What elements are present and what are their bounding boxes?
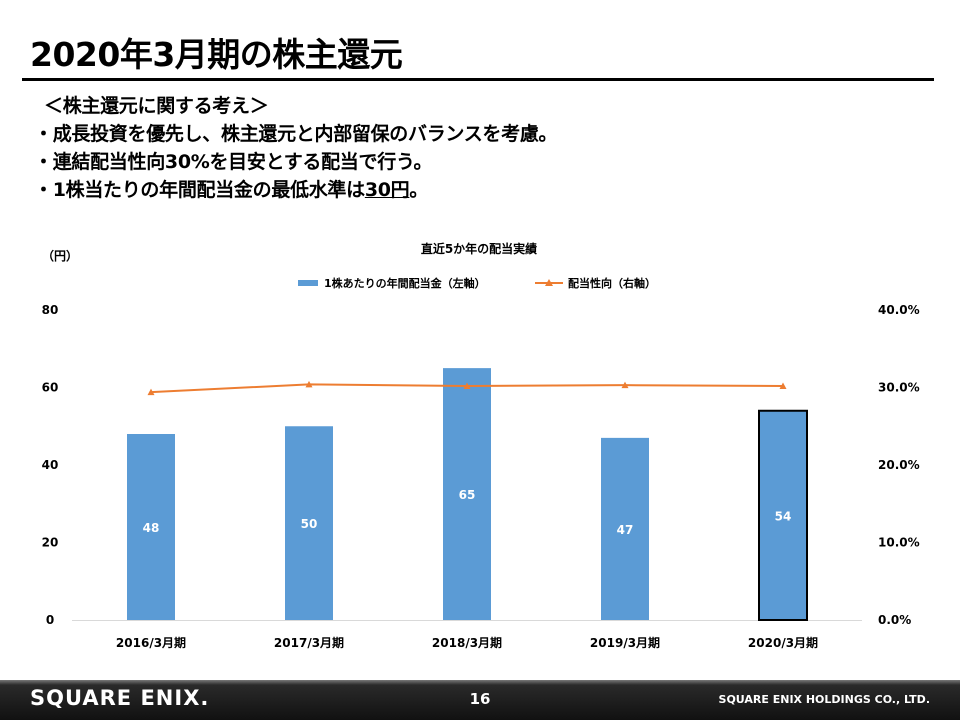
y2-tick-label: 10.0% — [878, 536, 920, 550]
y-tick-label: 80 — [42, 303, 59, 317]
y-tick-label: 60 — [42, 381, 59, 395]
x-tick-label: 2020/3月期 — [748, 635, 818, 650]
dividend-bar — [285, 426, 333, 620]
title-divider — [22, 78, 934, 81]
bar-data-label: 47 — [617, 523, 634, 537]
y-tick-label: 20 — [42, 536, 59, 550]
payout-ratio-point — [147, 388, 155, 396]
policy-bullet-1: ・成長投資を優先し、株主還元と内部留保のバランスを考慮。 — [34, 123, 558, 145]
x-tick-label: 2016/3月期 — [116, 635, 186, 650]
minimum-dividend-amount: 30円 — [364, 179, 410, 201]
policy-bullet-3-text: ・1株当たりの年間配当金の最低水準は — [34, 179, 365, 201]
y2-tick-label: 0.0% — [878, 613, 911, 627]
bar-data-label: 48 — [143, 521, 160, 535]
policy-bullet-3-end: 。 — [409, 179, 429, 201]
bar-data-label: 54 — [775, 509, 792, 523]
policy-bullet-2: ・連結配当性向30%を目安とする配当で行う。 — [34, 151, 433, 173]
x-tick-label: 2019/3月期 — [590, 635, 660, 650]
legend-label-dividend: 1株あたりの年間配当金（左軸） — [324, 276, 486, 290]
y-tick-label: 0 — [46, 613, 54, 627]
dividend-bar — [601, 437, 649, 620]
y-axis-unit-label: （円） — [42, 248, 78, 263]
dividend-bar — [443, 368, 491, 620]
y2-tick-label: 20.0% — [878, 458, 920, 472]
policy-block: ＜株主還元に関する考え＞ ・成長投資を優先し、株主還元と内部留保のバランスを考慮… — [34, 92, 558, 204]
dividend-bar — [758, 409, 808, 621]
dividend-bar — [127, 434, 175, 620]
company-name: SQUARE ENIX HOLDINGS CO., LTD. — [718, 693, 930, 706]
payout-ratio-point — [779, 382, 787, 389]
square-enix-logo: SQUARE ENIX. — [30, 686, 210, 710]
payout-ratio-point — [463, 382, 471, 389]
policy-heading: ＜株主還元に関する考え＞ — [44, 95, 269, 117]
bar-data-label: 50 — [301, 517, 318, 531]
y2-tick-label: 30.0% — [878, 381, 920, 395]
slide-title: 2020年3月期の株主還元 — [30, 35, 403, 74]
footer-bar — [0, 680, 960, 720]
policy-bullet-3: ・1株当たりの年間配当金の最低水準は30円。 — [34, 176, 557, 204]
x-tick-label: 2017/3月期 — [274, 635, 344, 650]
legend-label-payout-ratio: 配当性向（右軸） — [568, 276, 656, 290]
dividend-chart: 直近5か年の配当実績 （円） 1株あたりの年間配当金（左軸） 配当性向（右軸） 0 20 4… — [42, 241, 920, 650]
x-tick-label: 2018/3月期 — [432, 635, 502, 650]
legend-swatch-dividend — [298, 280, 318, 286]
bar-data-label: 65 — [459, 488, 476, 502]
legend-marker-payout-ratio — [545, 279, 553, 286]
chart-title: 直近5か年の配当実績 — [421, 241, 537, 256]
y-tick-label: 40 — [42, 458, 59, 472]
y2-tick-label: 40.0% — [878, 303, 920, 317]
payout-ratio-point — [621, 381, 629, 389]
payout-ratio-point — [305, 380, 313, 388]
page-number: 16 — [469, 690, 491, 708]
